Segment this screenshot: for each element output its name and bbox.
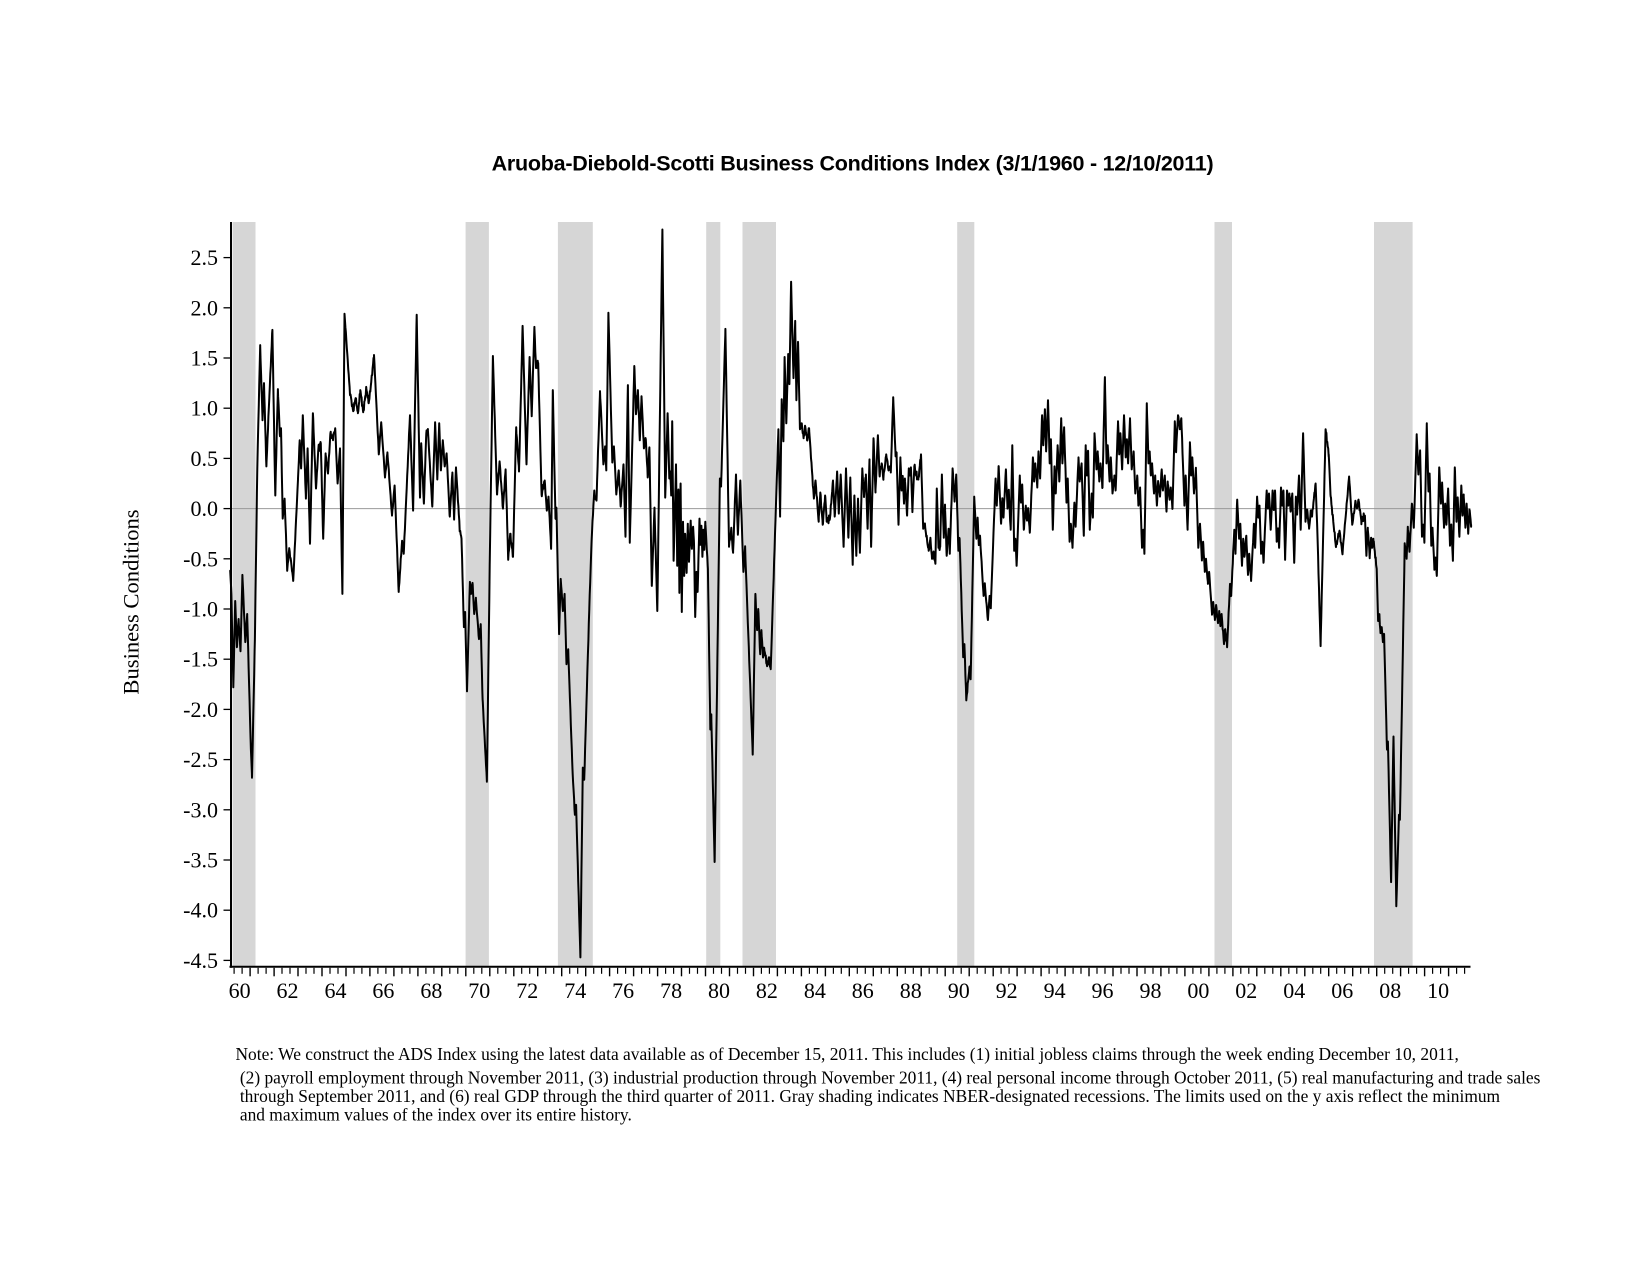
svg-text:Aruoba-Diebold-Scotti Business: Aruoba-Diebold-Scotti Business Condition… bbox=[492, 152, 1214, 176]
svg-text:and maximum values of the inde: and maximum values of the index over its… bbox=[236, 1105, 632, 1125]
svg-text:92: 92 bbox=[996, 978, 1018, 1003]
svg-text:10: 10 bbox=[1427, 978, 1449, 1003]
svg-text:02: 02 bbox=[1235, 978, 1257, 1003]
svg-text:-2.0: -2.0 bbox=[183, 697, 218, 722]
svg-text:-0.5: -0.5 bbox=[183, 546, 218, 571]
svg-text:1.0: 1.0 bbox=[191, 396, 219, 421]
svg-text:74: 74 bbox=[564, 978, 586, 1003]
svg-text:06: 06 bbox=[1331, 978, 1353, 1003]
svg-text:Business Conditions: Business Conditions bbox=[119, 509, 144, 694]
svg-text:-4.0: -4.0 bbox=[183, 898, 218, 923]
svg-text:-1.0: -1.0 bbox=[183, 597, 218, 622]
svg-text:0.0: 0.0 bbox=[191, 496, 219, 521]
svg-text:96: 96 bbox=[1092, 978, 1114, 1003]
svg-text:1.5: 1.5 bbox=[191, 346, 219, 371]
svg-text:Note: We construct the ADS Ind: Note: We construct the ADS Index using t… bbox=[236, 1044, 1459, 1064]
svg-text:64: 64 bbox=[325, 978, 347, 1003]
svg-text:-1.5: -1.5 bbox=[183, 647, 218, 672]
svg-text:-3.5: -3.5 bbox=[183, 848, 218, 873]
svg-text:(2) payroll employment through: (2) payroll employment through November … bbox=[236, 1068, 1541, 1088]
svg-text:through September 2011, and (6: through September 2011, and (6) real GDP… bbox=[236, 1086, 1501, 1106]
svg-text:70: 70 bbox=[468, 978, 490, 1003]
svg-text:-4.5: -4.5 bbox=[183, 948, 218, 973]
svg-text:72: 72 bbox=[516, 978, 538, 1003]
svg-text:86: 86 bbox=[852, 978, 874, 1003]
svg-text:0.5: 0.5 bbox=[191, 446, 219, 471]
svg-text:76: 76 bbox=[612, 978, 634, 1003]
svg-text:2.5: 2.5 bbox=[191, 245, 219, 270]
svg-text:60: 60 bbox=[229, 978, 251, 1003]
svg-text:08: 08 bbox=[1379, 978, 1401, 1003]
svg-text:80: 80 bbox=[708, 978, 730, 1003]
svg-text:84: 84 bbox=[804, 978, 826, 1003]
svg-text:2.0: 2.0 bbox=[191, 295, 219, 320]
svg-text:98: 98 bbox=[1140, 978, 1162, 1003]
svg-text:-3.0: -3.0 bbox=[183, 797, 218, 822]
svg-text:04: 04 bbox=[1283, 978, 1305, 1003]
svg-text:62: 62 bbox=[277, 978, 299, 1003]
svg-text:66: 66 bbox=[372, 978, 394, 1003]
svg-text:94: 94 bbox=[1044, 978, 1066, 1003]
svg-text:78: 78 bbox=[660, 978, 682, 1003]
svg-text:90: 90 bbox=[948, 978, 970, 1003]
svg-text:88: 88 bbox=[900, 978, 922, 1003]
svg-text:68: 68 bbox=[420, 978, 442, 1003]
svg-text:-2.5: -2.5 bbox=[183, 747, 218, 772]
svg-text:82: 82 bbox=[756, 978, 778, 1003]
svg-text:00: 00 bbox=[1187, 978, 1209, 1003]
